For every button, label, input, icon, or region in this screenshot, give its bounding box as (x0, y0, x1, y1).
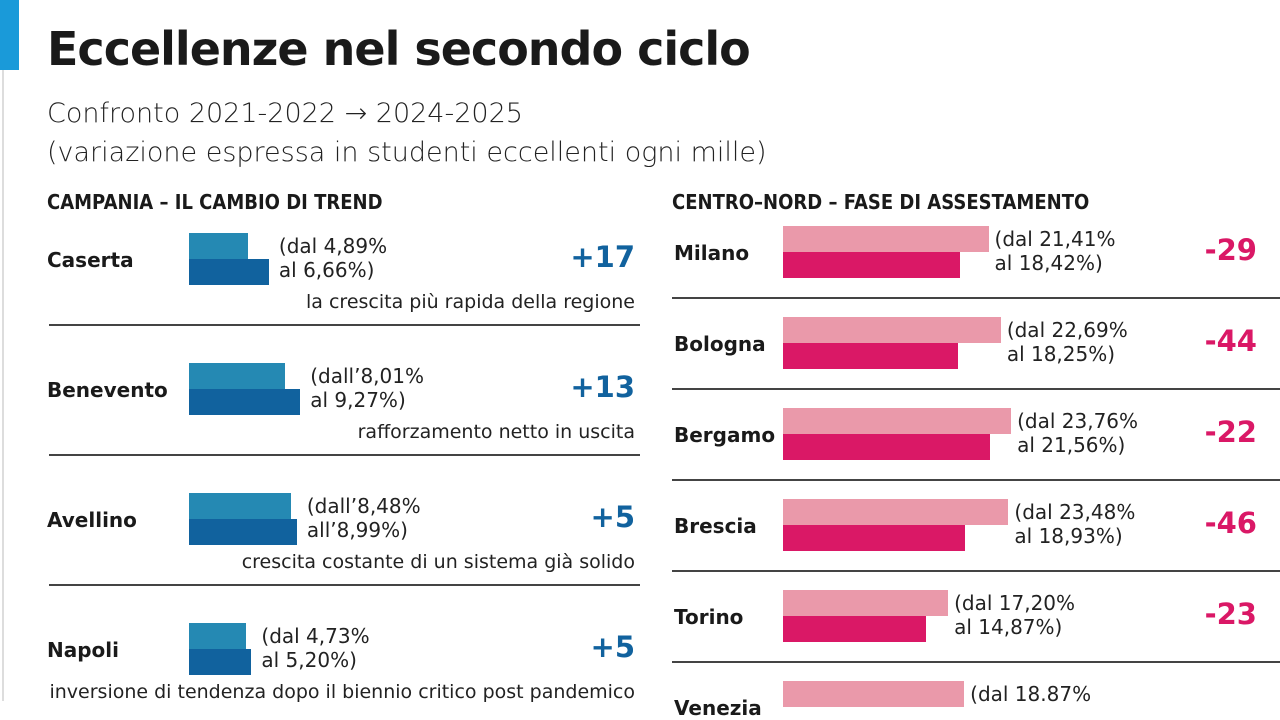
delta-value: -22 (1204, 415, 1257, 449)
delta-value: +17 (570, 240, 635, 274)
bar-2021-2022 (783, 590, 949, 616)
city-name: Brescia (674, 514, 757, 538)
bar-2021-2022 (189, 363, 286, 389)
value-label: (dal 21,41% al 18,42%) (994, 227, 1116, 275)
left-edge-line (2, 70, 4, 701)
subtitle: Confronto 2021-2022 → 2024-2025 (47, 98, 523, 129)
value-label: (dal 22,69% al 18,25%) (1006, 318, 1128, 366)
row-divider (672, 388, 1280, 390)
bar-2024-2025 (189, 519, 297, 545)
city-name: Benevento (47, 378, 168, 402)
bar-2024-2025 (783, 525, 965, 551)
city-name: Bologna (674, 332, 766, 356)
bar-2024-2025 (189, 259, 269, 285)
delta-value: -46 (1204, 506, 1257, 540)
delta-value: -29 (1204, 233, 1257, 267)
page-title: Eccellenze nel secondo ciclo (47, 22, 751, 76)
bar-2021-2022 (189, 493, 291, 519)
row-divider (49, 324, 640, 326)
subtitle-note: (variazione espressa in studenti eccelle… (47, 137, 767, 168)
centronord-section-title: CENTRO–NORD – FASE DI ASSESTAMENTO (672, 190, 1090, 214)
row-divider (672, 661, 1280, 663)
value-label: (dal 23,48% al 18,93%) (1014, 500, 1136, 548)
trend-note: rafforzamento netto in uscita (357, 421, 635, 443)
row-divider (672, 297, 1280, 299)
value-label: (dal 4,89% al 6,66%) (278, 234, 388, 282)
city-name: Napoli (47, 638, 120, 662)
city-name: Avellino (47, 508, 137, 532)
value-label: (dal 4,73% al 5,20%) (261, 624, 370, 672)
delta-value: -44 (1204, 324, 1257, 358)
city-name: Caserta (47, 248, 134, 272)
bar-2021-2022 (783, 408, 1012, 434)
bar-2024-2025 (189, 649, 252, 675)
delta-value: +13 (570, 370, 635, 404)
bar-2024-2025 (783, 343, 959, 369)
row-divider (672, 570, 1280, 572)
bar-2024-2025 (189, 389, 301, 415)
bar-2021-2022 (783, 317, 1001, 343)
value-label: (dall’8,48% all’8,99%) (306, 494, 421, 542)
bar-2024-2025 (783, 252, 960, 278)
trend-note: crescita costante di un sistema già soli… (241, 551, 635, 573)
bar-2021-2022 (189, 623, 246, 649)
campania-section-title: CAMPANIA – IL CAMBIO DI TREND (47, 190, 383, 214)
trend-note: la crescita più rapida della regione (306, 291, 635, 313)
bar-2024-2025 (783, 434, 990, 460)
trend-note: inversione di tendenza dopo il biennio c… (49, 681, 635, 703)
delta-value: +5 (590, 500, 635, 534)
row-divider (49, 454, 640, 456)
city-name: Bergamo (674, 423, 776, 447)
delta-value: -23 (1204, 597, 1257, 631)
bar-2021-2022 (783, 681, 965, 707)
value-label: (dal 18.87% (970, 682, 1092, 706)
bar-2021-2022 (783, 226, 989, 252)
bar-2021-2022 (783, 499, 1009, 525)
delta-value: +5 (590, 630, 635, 664)
accent-bar (0, 0, 19, 70)
bar-2024-2025 (783, 616, 926, 642)
value-label: (dal 17,20% al 14,87%) (954, 591, 1076, 639)
bar-2021-2022 (189, 233, 248, 259)
value-label: (dall’8,01% al 9,27%) (310, 364, 424, 412)
city-name: Torino (674, 605, 744, 629)
row-divider (49, 584, 640, 586)
city-name: Venezia (674, 696, 762, 720)
value-label: (dal 23,76% al 21,56%) (1017, 409, 1139, 457)
city-name: Milano (674, 241, 750, 265)
row-divider (672, 479, 1280, 481)
